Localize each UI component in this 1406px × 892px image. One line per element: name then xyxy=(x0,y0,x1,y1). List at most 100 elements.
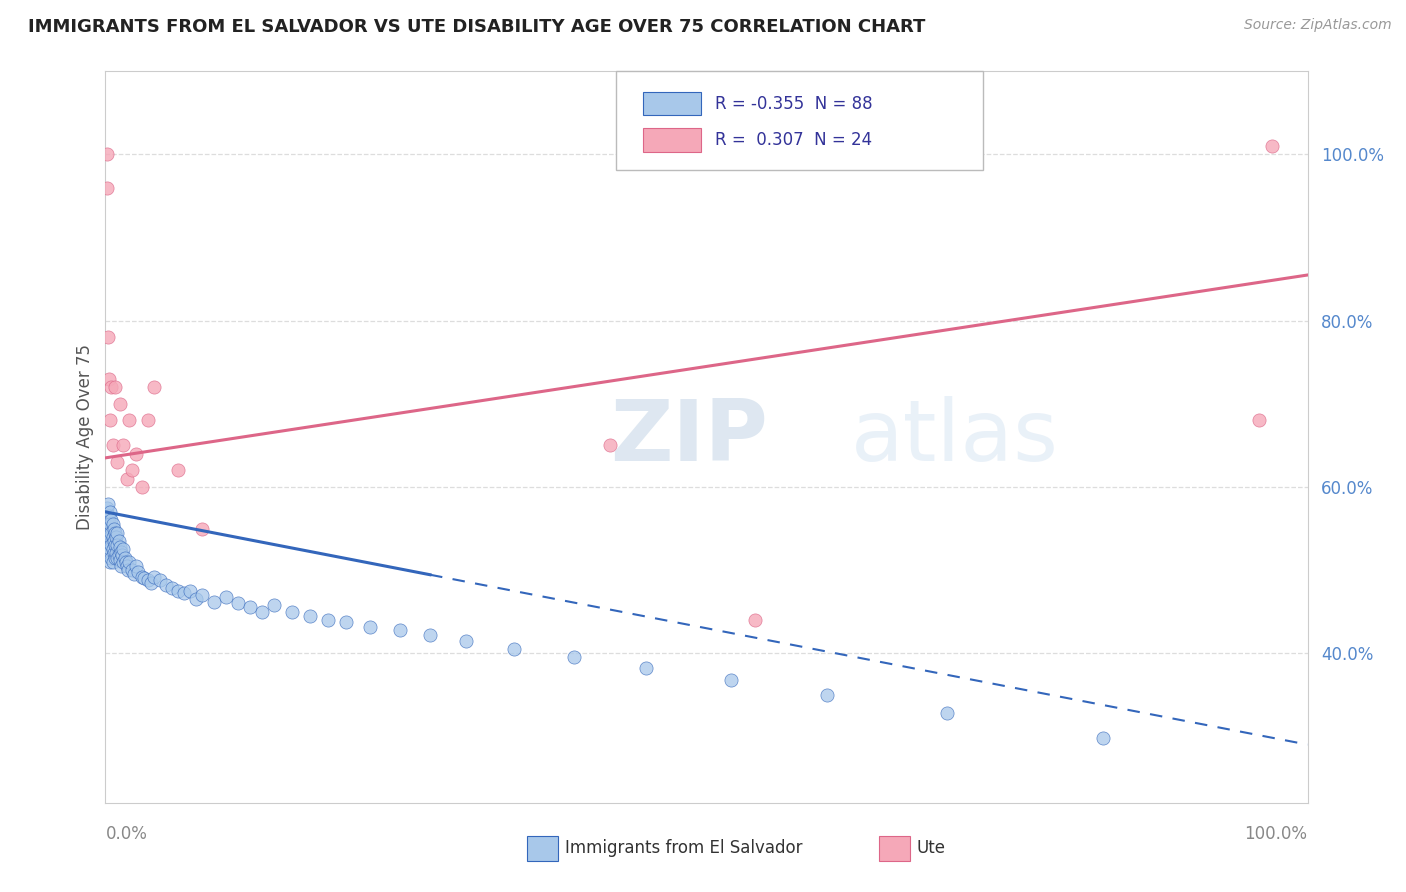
Point xyxy=(202,595,225,609)
Point xyxy=(142,380,165,394)
Point xyxy=(100,380,122,394)
Point xyxy=(97,330,120,344)
Point xyxy=(97,538,120,552)
Point xyxy=(190,521,212,535)
Point xyxy=(111,548,134,562)
Point xyxy=(179,583,201,598)
Point xyxy=(98,525,121,540)
Point xyxy=(100,550,122,565)
Point xyxy=(124,447,146,461)
Point xyxy=(98,509,121,524)
Point xyxy=(96,147,118,161)
Text: IMMIGRANTS FROM EL SALVADOR VS UTE DISABILITY AGE OVER 75 CORRELATION CHART: IMMIGRANTS FROM EL SALVADOR VS UTE DISAB… xyxy=(28,18,925,36)
Point xyxy=(316,613,339,627)
Point xyxy=(115,555,138,569)
Point xyxy=(720,673,742,687)
Point xyxy=(118,413,141,427)
Point xyxy=(148,573,170,587)
Point xyxy=(107,548,129,562)
Point xyxy=(112,542,135,557)
Point xyxy=(454,633,477,648)
Point xyxy=(190,588,212,602)
Point xyxy=(298,608,321,623)
Point xyxy=(108,397,131,411)
Point xyxy=(121,463,143,477)
Point xyxy=(184,592,207,607)
Text: Ute: Ute xyxy=(917,839,946,857)
Text: Source: ZipAtlas.com: Source: ZipAtlas.com xyxy=(1244,18,1392,32)
Point xyxy=(335,615,357,629)
Point xyxy=(98,505,121,519)
Point xyxy=(103,521,125,535)
Point xyxy=(115,472,138,486)
Point xyxy=(117,563,139,577)
Point xyxy=(101,438,124,452)
Point xyxy=(104,538,127,552)
Point xyxy=(1260,139,1282,153)
Point xyxy=(101,555,124,569)
Point xyxy=(815,688,838,702)
Point xyxy=(136,413,159,427)
Point xyxy=(98,517,121,532)
Point xyxy=(636,661,658,675)
Point xyxy=(98,546,121,560)
Point xyxy=(114,550,136,565)
Point xyxy=(239,600,262,615)
Point xyxy=(107,525,129,540)
Point xyxy=(101,530,124,544)
Point xyxy=(359,619,381,633)
Point xyxy=(98,372,121,386)
Point xyxy=(744,613,766,627)
Point xyxy=(132,571,155,585)
Point xyxy=(121,563,143,577)
Point xyxy=(1249,413,1271,427)
Point xyxy=(96,525,118,540)
Text: ZIP: ZIP xyxy=(610,395,768,479)
Point xyxy=(96,180,118,194)
Point xyxy=(562,650,585,665)
Point xyxy=(110,558,132,573)
Point xyxy=(131,570,153,584)
Point xyxy=(104,525,127,540)
Point xyxy=(101,542,124,557)
Point xyxy=(98,555,121,569)
Point xyxy=(103,546,125,560)
Point xyxy=(105,530,128,544)
Point xyxy=(131,480,153,494)
Point xyxy=(107,455,129,469)
Point xyxy=(166,583,188,598)
Point xyxy=(166,463,188,477)
Text: 0.0%: 0.0% xyxy=(105,825,148,843)
Point xyxy=(599,438,621,452)
Point xyxy=(281,605,304,619)
Point xyxy=(124,567,146,582)
Point xyxy=(101,517,124,532)
Point xyxy=(112,438,135,452)
FancyBboxPatch shape xyxy=(643,92,700,115)
Point xyxy=(118,555,141,569)
Point xyxy=(98,413,121,427)
Point xyxy=(96,513,118,527)
Point xyxy=(108,553,131,567)
Point xyxy=(97,525,120,540)
Point xyxy=(388,623,411,637)
Y-axis label: Disability Age Over 75: Disability Age Over 75 xyxy=(76,344,94,530)
Point xyxy=(115,558,138,573)
Text: R = -0.355  N = 88: R = -0.355 N = 88 xyxy=(714,95,873,112)
Point xyxy=(107,538,129,552)
Point xyxy=(108,540,131,554)
Point xyxy=(155,578,177,592)
Point xyxy=(419,628,441,642)
Point xyxy=(1092,731,1115,745)
Point xyxy=(98,542,121,557)
Point xyxy=(98,517,121,532)
Text: 100.0%: 100.0% xyxy=(1244,825,1308,843)
Point xyxy=(226,596,249,610)
FancyBboxPatch shape xyxy=(643,128,700,152)
Point xyxy=(936,706,959,720)
Point xyxy=(97,513,120,527)
Point xyxy=(98,538,121,552)
Point xyxy=(173,586,195,600)
Point xyxy=(139,575,162,590)
Point xyxy=(250,605,273,619)
